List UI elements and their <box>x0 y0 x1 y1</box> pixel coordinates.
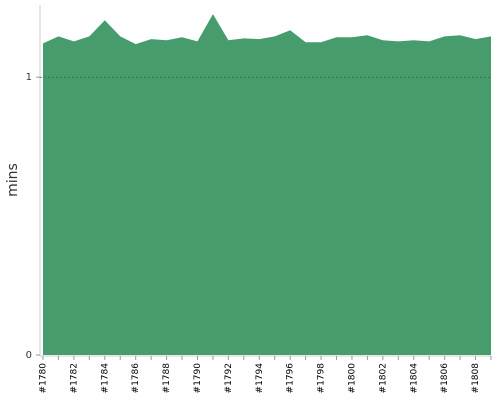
x-tick-label: #1786 <box>131 363 141 394</box>
x-tick-label: #1784 <box>100 363 110 394</box>
x-tick-label: #1798 <box>317 363 327 394</box>
x-tick-label: #1802 <box>378 363 388 393</box>
x-tick-label: #1804 <box>409 363 419 394</box>
area <box>43 14 491 356</box>
x-tick-label: #1794 <box>255 363 265 394</box>
x-tick-label: #1788 <box>162 363 172 394</box>
x-tick-label: #1808 <box>471 363 481 394</box>
x-tick-label: #1780 <box>39 363 49 394</box>
x-tick-label: #1782 <box>69 363 79 393</box>
x-tick-label: #1792 <box>224 363 234 393</box>
x-tick-label: #1806 <box>440 363 450 394</box>
y-axis-label: mins <box>5 163 21 197</box>
y-tick-label: 1 <box>26 72 32 83</box>
x-tick-label: #1800 <box>347 363 357 394</box>
x-tick-label: #1796 <box>286 363 296 394</box>
y-tick-label: 0 <box>26 350 32 361</box>
x-tick-label: #1790 <box>193 363 203 394</box>
